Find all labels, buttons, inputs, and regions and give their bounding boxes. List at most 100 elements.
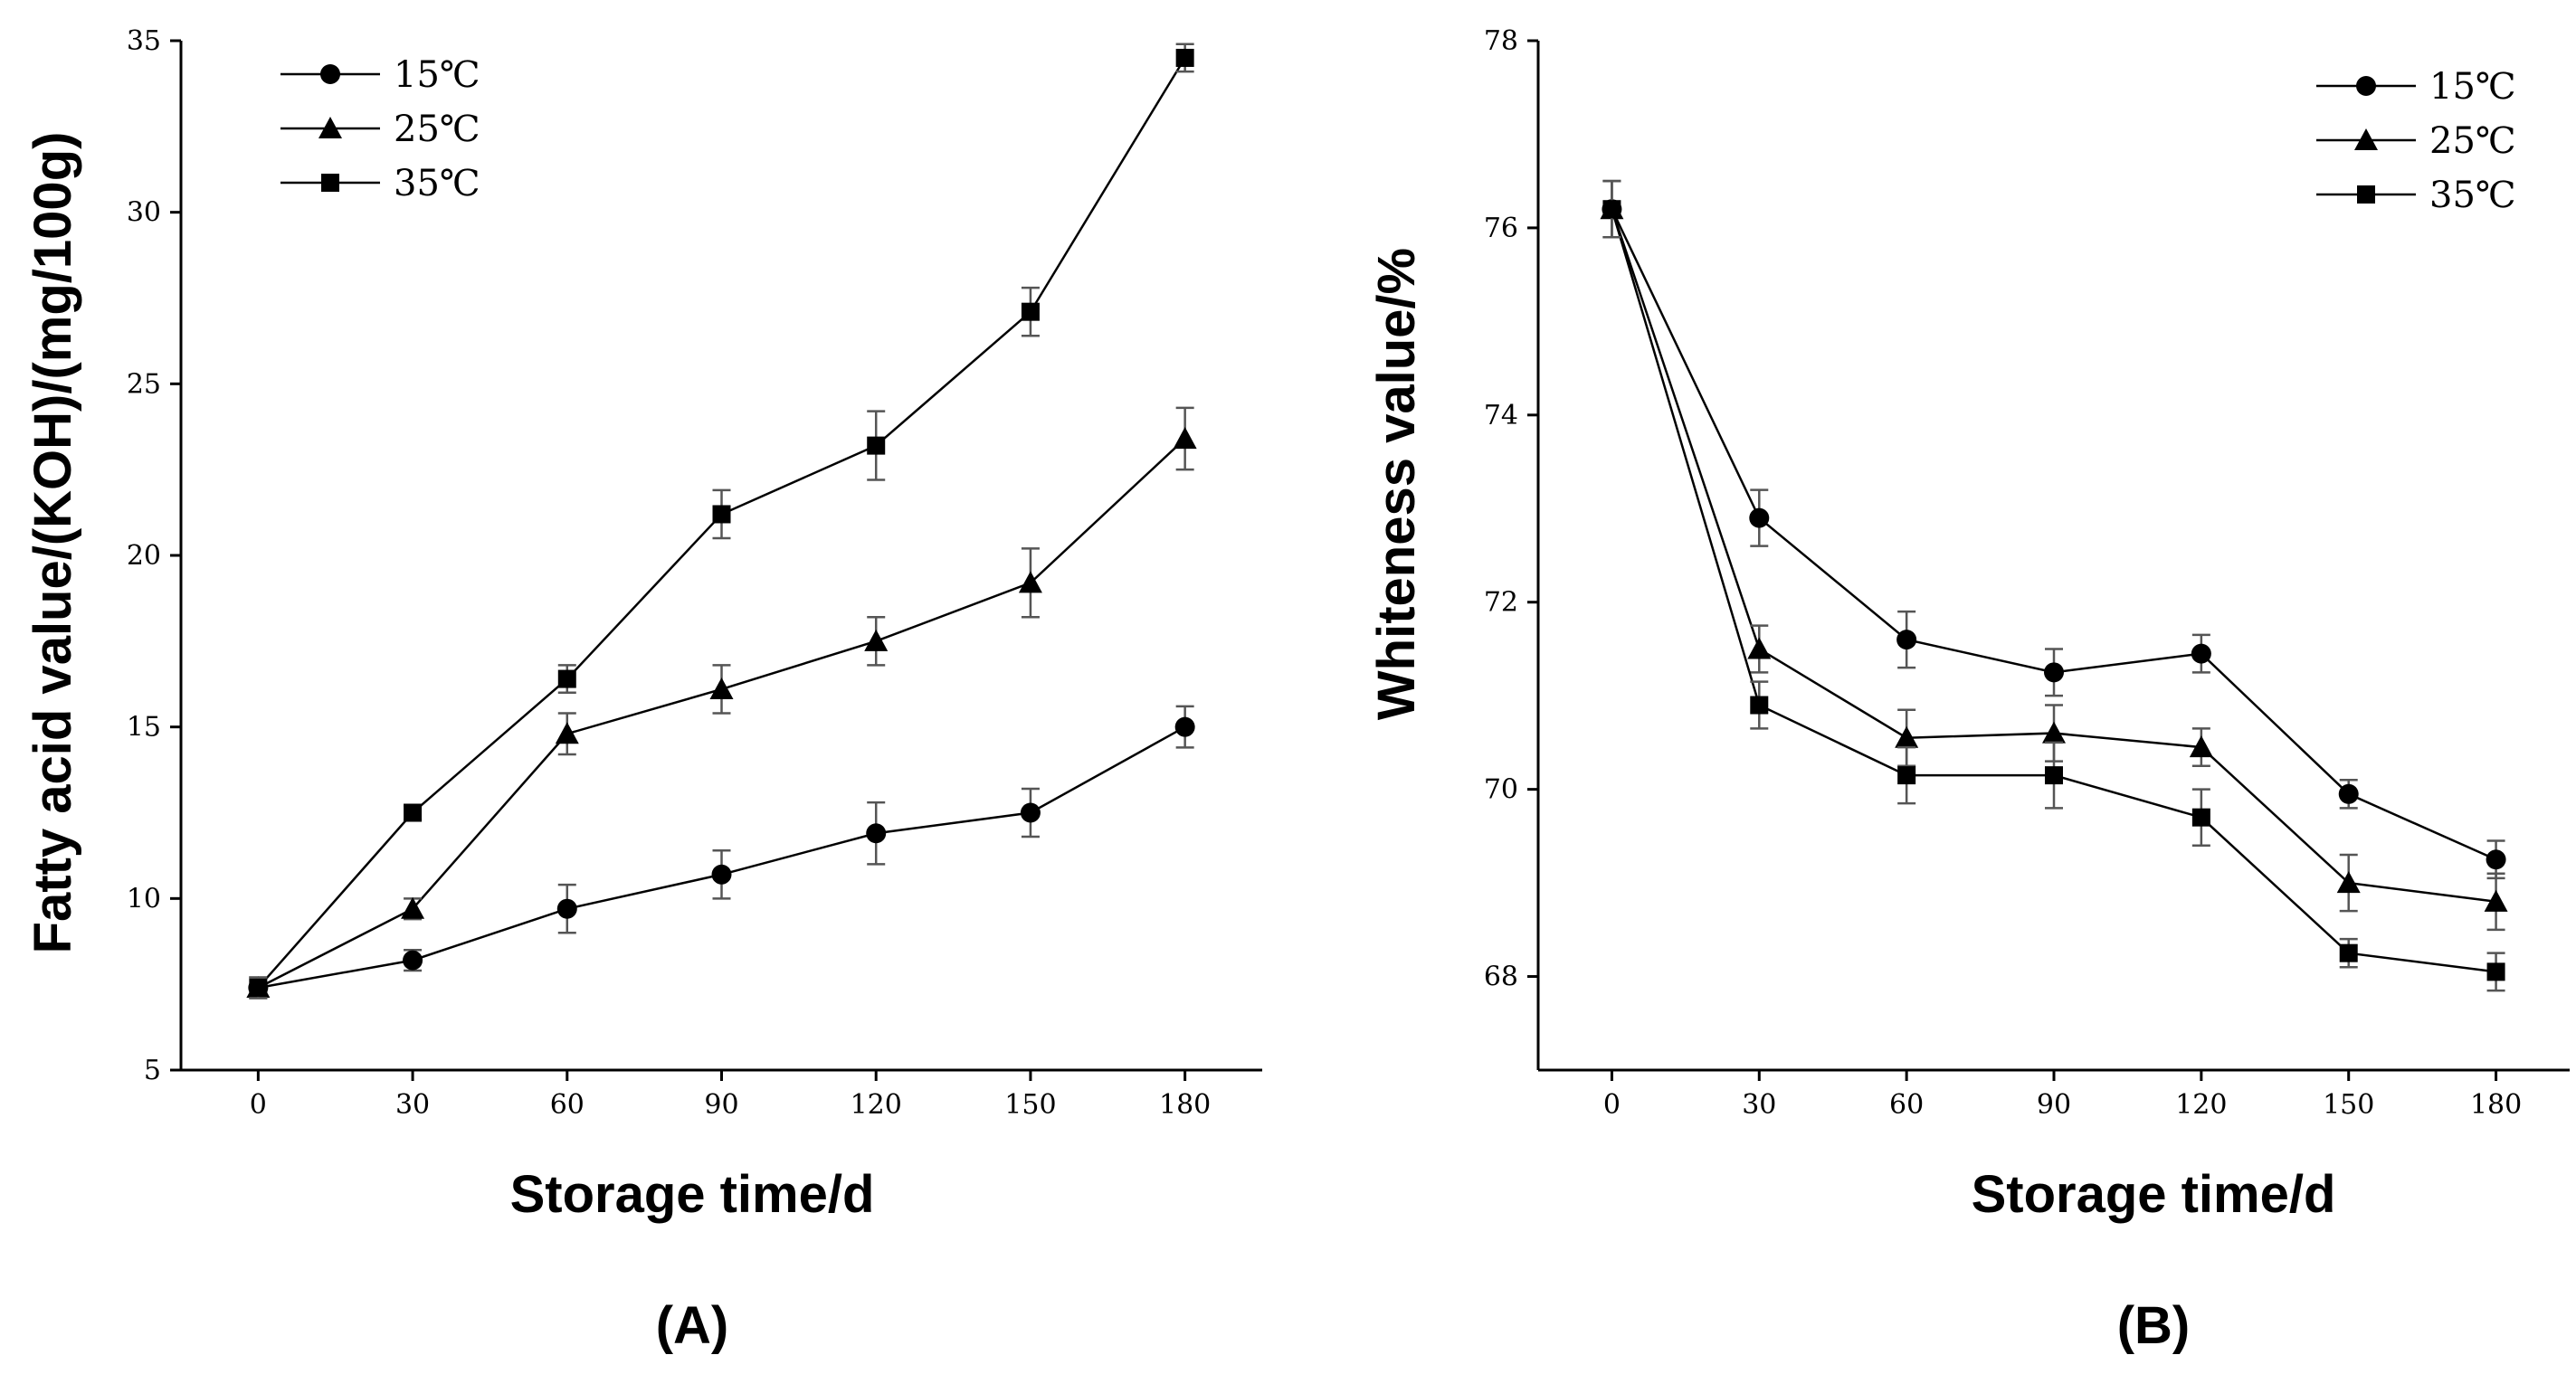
panel-b-y-ticks: 68 70 72 74 76 78 [1484,25,1538,993]
data-point [1175,48,1194,67]
data-point [2191,808,2210,827]
data-point [557,669,576,688]
panel-a-label: (A) [656,1296,729,1355]
data-point [711,864,732,885]
x-tick-label: 180 [2470,1089,2522,1121]
panel-b-x-axis-title: Storage time/d [1972,1165,2336,1224]
data-point [712,505,731,524]
legend-label: 25℃ [394,109,480,150]
x-tick-label: 30 [1742,1089,1776,1121]
data-point [2486,849,2506,870]
data-point [1020,802,1041,823]
panel-b-x-ticks: 0 30 60 90 120 150 180 [1603,1070,2522,1121]
y-tick-label: 72 [1484,587,1518,619]
panel-a-y-axis-title: Fatty acid value/(KOH)/(mg/100g) [24,132,82,954]
x-tick-label: 90 [2037,1089,2071,1121]
data-point [2486,962,2505,981]
data-point [2191,643,2211,664]
data-point [2338,783,2359,804]
data-point [2189,735,2213,758]
data-point [1173,427,1197,450]
series-square [1602,179,2505,992]
panel-b-legend: 15℃ 25℃ 35℃ [2316,66,2516,216]
legend-label: 15℃ [394,54,480,96]
panel-a-legend: 15℃ 25℃ 35℃ [280,54,480,204]
legend-label: 15℃ [2429,66,2516,108]
x-tick-label: 150 [2323,1089,2374,1121]
y-tick-label: 35 [127,25,161,57]
series-triangle [1600,179,2508,932]
y-tick-label: 20 [127,540,161,572]
data-point [1895,725,1919,748]
legend-marker [320,64,340,84]
data-point [1021,302,1040,321]
x-tick-label: 30 [395,1089,430,1121]
x-tick-label: 60 [550,1089,585,1121]
panel-b-series [1600,179,2508,992]
legend-label: 25℃ [2429,120,2516,162]
data-point [1018,571,1042,593]
x-tick-label: 0 [1603,1089,1621,1121]
legend-marker [2357,185,2375,204]
data-point [555,722,579,744]
data-point [556,898,577,919]
data-point [2042,721,2066,744]
data-point [2339,943,2358,962]
data-point [2336,871,2361,894]
y-tick-label: 68 [1484,962,1518,993]
series-circle [248,705,1195,1000]
data-point [867,436,886,455]
y-tick-label: 30 [127,197,161,229]
data-point [866,823,887,844]
x-tick-label: 90 [704,1089,738,1121]
legend-marker [318,117,342,139]
panel-b-label: (B) [2117,1296,2191,1355]
data-point [2045,766,2063,785]
series-square [249,43,1194,1000]
data-point [1896,630,1917,650]
panel-a-chart: 5 10 15 20 25 30 35 0 30 60 90 120 150 180 15℃ 25℃ 35℃… [24,25,1262,1355]
y-tick-label: 15 [127,712,161,744]
data-point [403,950,423,971]
legend-label: 35℃ [394,163,480,204]
legend-marker [321,174,339,192]
y-tick-label: 25 [127,368,161,400]
panel-a-y-ticks: 5 10 15 20 25 30 35 [127,25,181,1086]
data-point [709,677,734,699]
x-tick-label: 150 [1004,1089,1056,1121]
legend-label: 35℃ [2429,175,2516,216]
y-tick-label: 74 [1484,400,1518,431]
panel-a-series [246,43,1197,1000]
data-point [1747,637,1772,659]
data-point [2484,889,2508,912]
data-point [1174,716,1195,737]
data-point [249,978,268,997]
series-line [1611,208,2496,973]
x-tick-label: 60 [1889,1089,1924,1121]
data-point [1750,696,1769,715]
x-tick-label: 120 [2175,1089,2227,1121]
y-tick-label: 5 [144,1055,161,1086]
data-point [864,629,889,651]
data-point [404,803,423,822]
x-tick-label: 120 [851,1089,902,1121]
panel-b-y-axis-title: Whiteness value/% [1367,248,1426,720]
y-tick-label: 76 [1484,213,1518,244]
x-tick-label: 0 [250,1089,267,1121]
panel-a-x-ticks: 0 30 60 90 120 150 180 [250,1070,1211,1121]
y-tick-label: 70 [1484,774,1518,806]
data-point [1897,766,1916,785]
y-tick-label: 78 [1484,25,1518,57]
legend-marker [2356,76,2376,96]
legend-marker [2354,128,2378,151]
data-point [1602,200,1621,219]
panel-a-x-axis-title: Storage time/d [510,1165,875,1224]
x-tick-label: 180 [1159,1089,1211,1121]
data-point [2044,662,2064,683]
y-tick-label: 10 [127,883,161,914]
series-triangle [246,406,1197,1000]
data-point [1749,507,1770,528]
data-point [401,896,425,919]
